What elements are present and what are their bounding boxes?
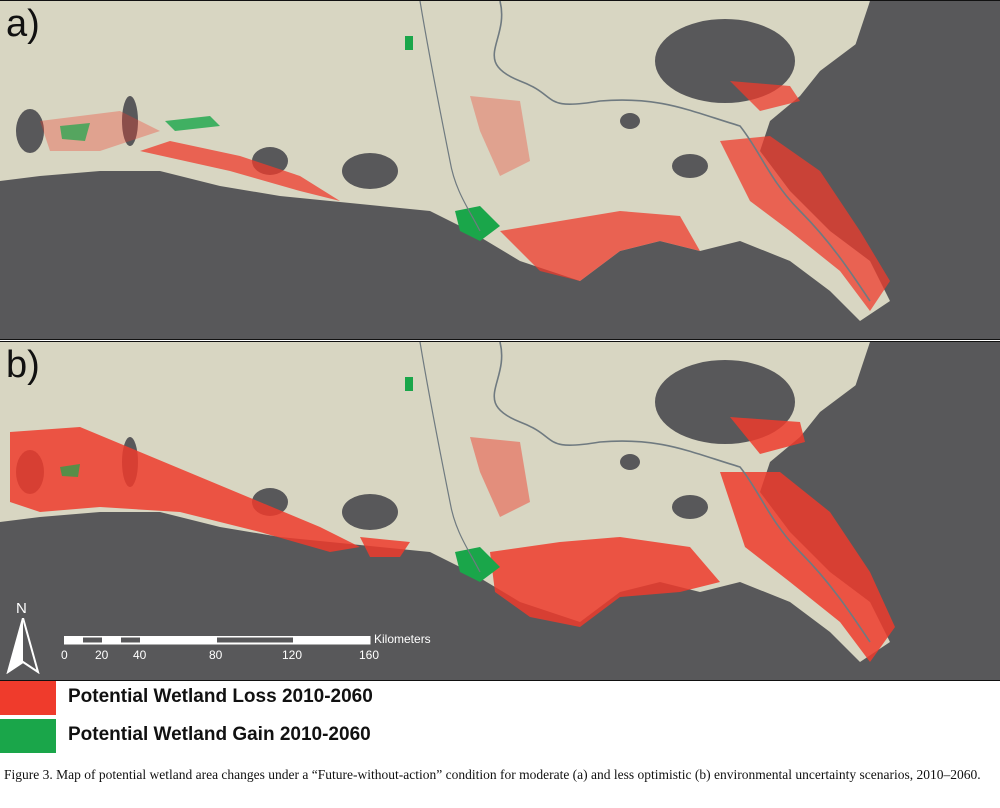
lake (122, 96, 138, 146)
mississippi-river (493, 342, 871, 643)
loss-areas (10, 417, 895, 662)
mississippi-river (493, 1, 871, 302)
scale-tick-label: 80 (209, 648, 223, 662)
legend-swatch-gain (0, 719, 56, 753)
legend-swatch-loss (0, 681, 56, 715)
gulf-bay (830, 342, 1000, 680)
map-panel-b: b) N Kilometers 0 20 40 80 120 160 (0, 341, 1000, 681)
lake (342, 494, 398, 530)
lake (620, 454, 640, 470)
map-b-graphic (0, 342, 1000, 680)
legend-label-gain: Potential Wetland Gain 2010-2060 (68, 724, 371, 745)
north-arrow: N (6, 600, 40, 674)
gulf-bay (830, 1, 1000, 339)
atchafalaya-river (419, 342, 481, 573)
scale-tick-label: 160 (359, 648, 380, 662)
scale-unit-label: Kilometers (374, 632, 431, 646)
atchafalaya-river (419, 1, 481, 232)
legend-item-loss: Potential Wetland Loss 2010-2060 (0, 681, 1000, 715)
scale-tick-label: 120 (282, 648, 303, 662)
panel-label-b: b) (6, 344, 40, 386)
gain-areas (60, 36, 500, 241)
lake (342, 153, 398, 189)
lake (672, 495, 708, 519)
scale-tick-label: 20 (95, 648, 109, 662)
loss-areas (40, 81, 890, 311)
lake-pontchartrain (655, 19, 795, 103)
scale-tick-label: 40 (133, 648, 147, 662)
gain-areas (60, 377, 500, 582)
lake (16, 109, 44, 153)
legend-item-gain: Potential Wetland Gain 2010-2060 (0, 719, 1000, 753)
scale-bar: Kilometers 0 20 40 80 120 160 (61, 632, 444, 674)
lake (672, 154, 708, 178)
north-arrow-icon (6, 618, 40, 674)
lake (620, 113, 640, 129)
figure-caption: Figure 3. Map of potential wetland area … (4, 767, 981, 782)
map-a-graphic (0, 1, 1000, 339)
legend-label-loss: Potential Wetland Loss 2010-2060 (68, 686, 373, 707)
north-arrow-label: N (16, 600, 27, 617)
map-panel-a: a) (0, 0, 1000, 340)
scale-tick-label: 0 (61, 648, 68, 662)
panel-label-a: a) (6, 3, 40, 45)
scale-bar-graphic (64, 636, 371, 645)
